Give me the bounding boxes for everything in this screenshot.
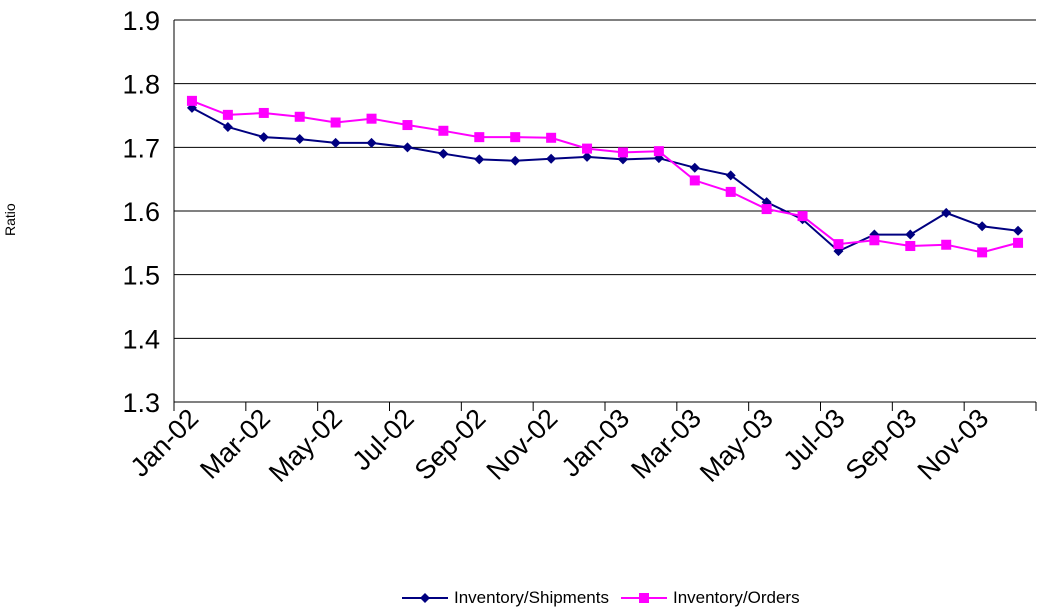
- data-point-orders: [689, 175, 700, 186]
- data-point-orders: [294, 111, 305, 122]
- data-point-orders: [797, 211, 808, 222]
- x-tick-label: May-02: [263, 403, 348, 488]
- x-tick-label: Nov-03: [912, 403, 995, 486]
- data-point-shipments: [438, 148, 449, 159]
- data-point-shipments: [546, 153, 557, 164]
- y-tick-label: 1.3: [122, 388, 160, 418]
- data-point-orders: [582, 143, 593, 154]
- y-tick-label: 1.9: [122, 6, 160, 36]
- data-point-shipments: [582, 151, 593, 162]
- data-point-orders: [474, 132, 485, 143]
- y-tick-label: 1.4: [122, 324, 160, 354]
- y-tick-label: 1.8: [122, 70, 160, 100]
- data-point-orders: [258, 107, 269, 118]
- data-point-shipments: [294, 134, 305, 145]
- x-tick-label: Sep-02: [409, 403, 492, 486]
- data-point-orders: [222, 109, 233, 120]
- x-tick-label: Sep-03: [840, 403, 923, 486]
- legend-item-shipments: Inventory/Shipments: [400, 588, 609, 608]
- legend-swatch-shipments: [402, 593, 448, 603]
- x-tick-label: Nov-02: [481, 403, 564, 486]
- y-axis-label: Ratio: [2, 203, 18, 237]
- data-point-orders: [186, 95, 197, 106]
- legend-swatch-orders: [620, 593, 667, 603]
- legend-label-shipments: Inventory/Shipments: [454, 588, 609, 607]
- data-point-orders: [941, 239, 952, 250]
- data-point-orders: [330, 117, 341, 128]
- y-tick-label: 1.7: [122, 133, 160, 163]
- legend-item-orders: Inventory/Orders: [619, 588, 800, 608]
- x-tick-label: May-03: [694, 403, 779, 488]
- data-point-shipments: [689, 162, 700, 173]
- x-tick-label: Mar-03: [625, 403, 707, 485]
- data-point-shipments: [366, 137, 377, 148]
- data-point-orders: [977, 247, 988, 258]
- y-tick-label: 1.6: [122, 197, 160, 227]
- data-point-orders: [510, 132, 521, 143]
- data-point-shipments: [402, 142, 413, 153]
- data-point-shipments: [510, 155, 521, 166]
- legend-label-orders: Inventory/Orders: [672, 588, 800, 607]
- data-point-orders: [725, 186, 736, 197]
- data-point-orders: [905, 241, 916, 252]
- data-point-orders: [653, 146, 664, 157]
- data-point-shipments: [258, 132, 269, 143]
- y-tick-label: 1.5: [122, 261, 160, 291]
- data-point-orders: [438, 125, 449, 136]
- data-point-orders: [833, 239, 844, 250]
- data-point-orders: [402, 120, 413, 131]
- data-point-orders: [761, 204, 772, 215]
- legend: Inventory/Shipments Inventory/Orders: [400, 586, 800, 610]
- data-point-shipments: [474, 154, 485, 165]
- x-tick-label: Mar-02: [194, 403, 276, 485]
- x-tick-label: Jan-03: [556, 403, 636, 483]
- data-point-orders: [869, 235, 880, 246]
- data-point-orders: [546, 132, 557, 143]
- data-point-shipments: [977, 221, 988, 232]
- data-point-orders: [366, 113, 377, 124]
- data-point-shipments: [905, 229, 916, 240]
- series-line-orders: [191, 99, 1019, 254]
- series-line-shipments: [191, 107, 1019, 253]
- data-point-shipments: [941, 207, 952, 218]
- data-point-orders: [1013, 237, 1024, 248]
- data-point-shipments: [725, 170, 736, 181]
- data-point-shipments: [1013, 225, 1024, 236]
- data-point-orders: [617, 147, 628, 158]
- data-point-shipments: [222, 121, 233, 132]
- data-point-shipments: [330, 137, 341, 148]
